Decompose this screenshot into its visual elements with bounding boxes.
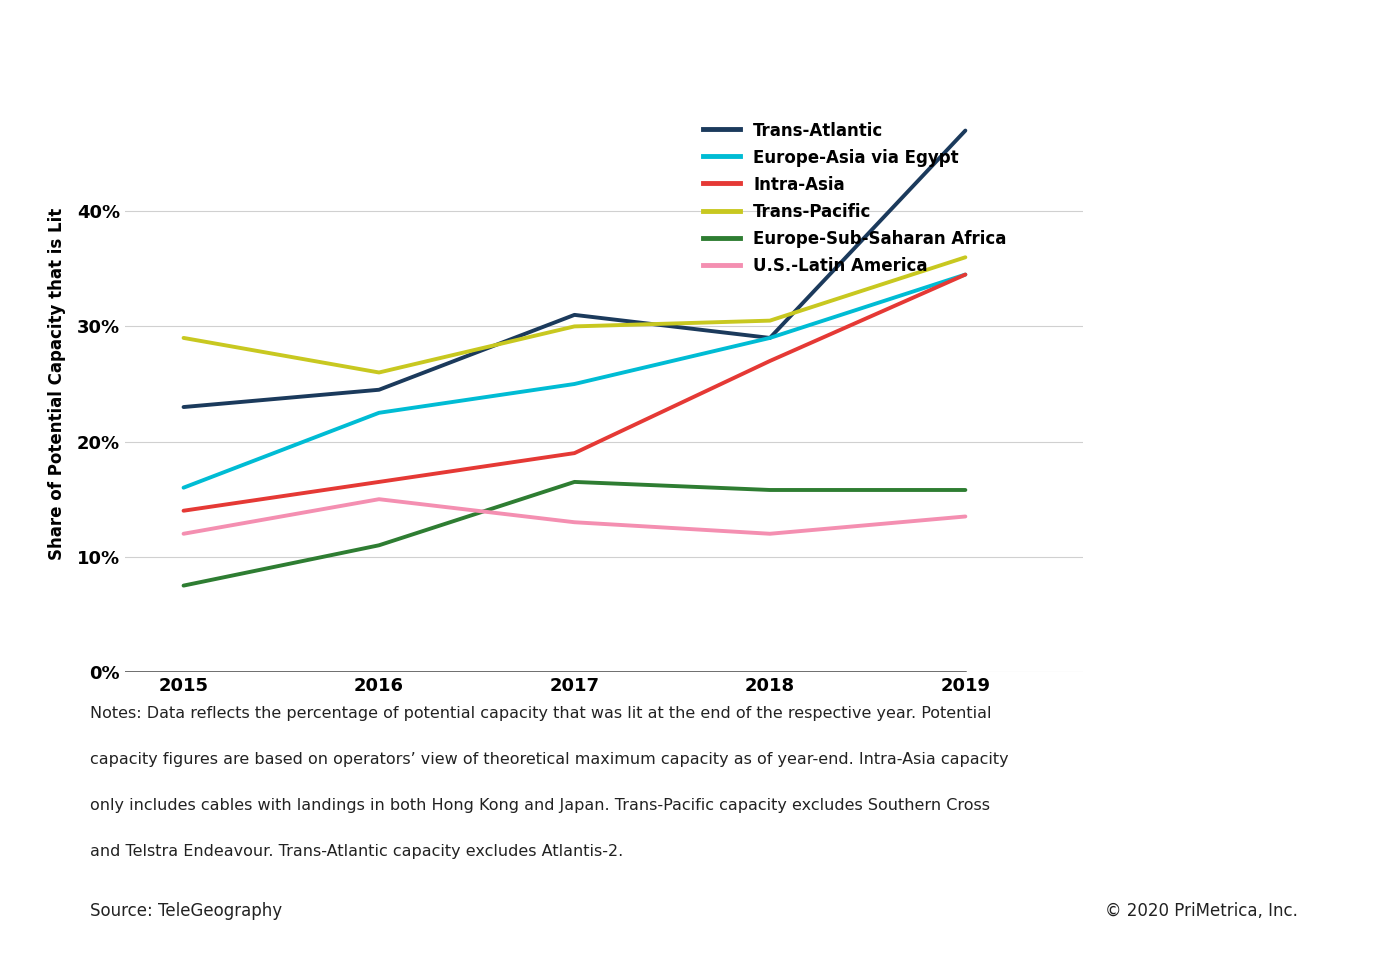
Europe-Asia via Egypt (566, 378, 583, 390)
Line: Intra-Asia: Intra-Asia (183, 275, 966, 511)
Trans-Pacific (958, 252, 974, 263)
Trans-Pacific (371, 367, 387, 378)
Trans-Pacific (175, 332, 192, 344)
Europe-Sub-Saharan Africa (371, 540, 387, 551)
Intra-Asia (762, 355, 779, 367)
Europe-Asia via Egypt (958, 269, 974, 280)
Text: © 2020 PriMetrica, Inc.: © 2020 PriMetrica, Inc. (1105, 902, 1298, 921)
Europe-Sub-Saharan Africa (566, 476, 583, 488)
Europe-Sub-Saharan Africa (958, 484, 974, 495)
Text: Notes: Data reflects the percentage of potential capacity that was lit at the en: Notes: Data reflects the percentage of p… (90, 706, 991, 721)
Trans-Atlantic (762, 332, 779, 344)
Intra-Asia (175, 505, 192, 516)
Line: Europe-Sub-Saharan Africa: Europe-Sub-Saharan Africa (183, 482, 966, 586)
U.S.-Latin America (175, 528, 192, 540)
Intra-Asia (958, 269, 974, 280)
Legend: Trans-Atlantic, Europe-Asia via Egypt, Intra-Asia, Trans-Pacific, Europe-Sub-Sah: Trans-Atlantic, Europe-Asia via Egypt, I… (704, 122, 1006, 276)
Text: Source: TeleGeography: Source: TeleGeography (90, 902, 282, 921)
Intra-Asia (566, 447, 583, 459)
Text: and Telstra Endeavour. Trans-Atlantic capacity excludes Atlantis-2.: and Telstra Endeavour. Trans-Atlantic ca… (90, 844, 623, 859)
U.S.-Latin America (958, 511, 974, 522)
Europe-Asia via Egypt (371, 407, 387, 419)
Trans-Pacific (566, 321, 583, 332)
Line: Europe-Asia via Egypt: Europe-Asia via Egypt (183, 275, 966, 488)
Line: Trans-Pacific: Trans-Pacific (183, 257, 966, 372)
Europe-Asia via Egypt (762, 332, 779, 344)
Europe-Sub-Saharan Africa (175, 580, 192, 591)
Trans-Atlantic (175, 401, 192, 413)
Trans-Atlantic (958, 125, 974, 136)
Y-axis label: Share of Potential Capacity that is Lit: Share of Potential Capacity that is Lit (47, 208, 65, 560)
U.S.-Latin America (762, 528, 779, 540)
U.S.-Latin America (566, 516, 583, 528)
Line: Trans-Atlantic: Trans-Atlantic (183, 131, 966, 407)
Europe-Asia via Egypt (175, 482, 192, 493)
Line: U.S.-Latin America: U.S.-Latin America (183, 499, 966, 534)
Text: only includes cables with landings in both Hong Kong and Japan. Trans-Pacific ca: only includes cables with landings in bo… (90, 798, 990, 813)
Trans-Atlantic (371, 384, 387, 396)
Trans-Atlantic (566, 309, 583, 321)
U.S.-Latin America (371, 493, 387, 505)
Trans-Pacific (762, 315, 779, 326)
Europe-Sub-Saharan Africa (762, 484, 779, 495)
Text: capacity figures are based on operators’ view of theoretical maximum capacity as: capacity figures are based on operators’… (90, 752, 1009, 767)
Intra-Asia (371, 476, 387, 488)
